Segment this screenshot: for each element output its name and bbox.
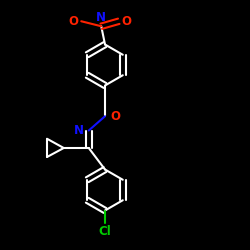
Text: O: O (122, 15, 132, 28)
Text: N: N (74, 124, 84, 137)
Text: O: O (110, 110, 120, 123)
Text: N: N (96, 11, 106, 24)
Text: O: O (68, 15, 78, 28)
Text: Cl: Cl (98, 225, 112, 238)
